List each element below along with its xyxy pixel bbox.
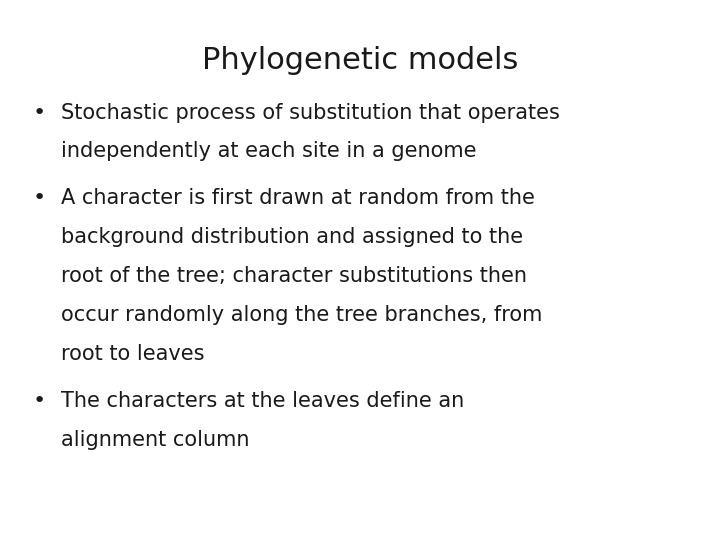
Text: alignment column: alignment column	[61, 430, 250, 450]
Text: A character is first drawn at random from the: A character is first drawn at random fro…	[61, 188, 535, 208]
Text: Stochastic process of substitution that operates: Stochastic process of substitution that …	[61, 103, 560, 123]
Text: •: •	[33, 188, 46, 208]
Text: •: •	[33, 103, 46, 123]
Text: Phylogenetic models: Phylogenetic models	[202, 46, 518, 75]
Text: background distribution and assigned to the: background distribution and assigned to …	[61, 227, 523, 247]
Text: The characters at the leaves define an: The characters at the leaves define an	[61, 391, 464, 411]
Text: occur randomly along the tree branches, from: occur randomly along the tree branches, …	[61, 305, 543, 325]
Text: •: •	[33, 391, 46, 411]
Text: root to leaves: root to leaves	[61, 344, 204, 364]
Text: independently at each site in a genome: independently at each site in a genome	[61, 141, 477, 161]
Text: root of the tree; character substitutions then: root of the tree; character substitution…	[61, 266, 527, 286]
